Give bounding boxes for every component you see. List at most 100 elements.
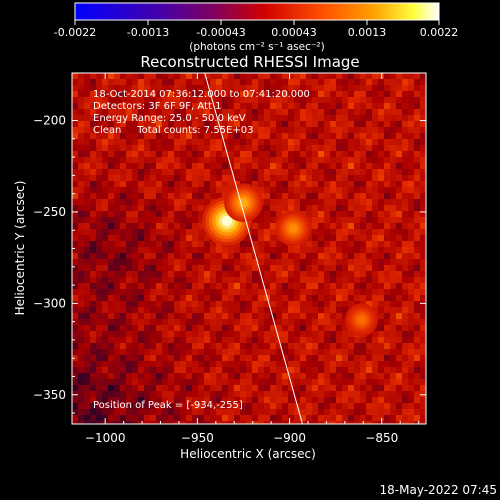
image-pixel xyxy=(192,115,198,121)
image-pixel xyxy=(168,409,174,415)
image-pixel xyxy=(318,121,324,127)
colorbar-tick-label: -0.0013 xyxy=(127,26,169,39)
image-pixel xyxy=(168,325,174,331)
image-pixel xyxy=(234,181,240,187)
image-pixel xyxy=(258,373,264,379)
image-pixel xyxy=(204,121,210,127)
image-pixel xyxy=(156,115,162,121)
image-pixel xyxy=(282,103,288,109)
image-pixel xyxy=(186,373,192,379)
image-pixel xyxy=(408,217,414,223)
image-pixel xyxy=(168,349,174,355)
image-pixel xyxy=(174,379,180,385)
image-pixel xyxy=(216,115,222,121)
image-pixel xyxy=(252,307,258,313)
image-pixel xyxy=(192,253,198,259)
image-pixel xyxy=(306,157,312,163)
image-pixel xyxy=(240,373,246,379)
image-pixel xyxy=(270,109,276,115)
image-pixel xyxy=(240,295,246,301)
image-pixel xyxy=(168,85,174,91)
image-pixel xyxy=(114,319,120,325)
image-pixel xyxy=(198,247,204,253)
image-pixel xyxy=(192,241,198,247)
image-pixel xyxy=(168,247,174,253)
image-pixel xyxy=(264,301,270,307)
image-pixel xyxy=(162,367,168,373)
image-pixel xyxy=(336,157,342,163)
image-pixel xyxy=(72,403,78,409)
image-pixel xyxy=(180,421,186,424)
image-pixel xyxy=(348,415,354,421)
image-pixel xyxy=(366,421,372,424)
image-pixel xyxy=(78,145,84,151)
image-pixel xyxy=(258,391,264,397)
image-pixel xyxy=(414,91,420,97)
image-pixel xyxy=(198,307,204,313)
image-pixel xyxy=(384,313,390,319)
image-pixel xyxy=(264,397,270,403)
image-pixel xyxy=(162,217,168,223)
image-pixel xyxy=(162,199,168,205)
image-pixel xyxy=(156,337,162,343)
image-pixel xyxy=(276,319,282,325)
image-pixel xyxy=(228,301,234,307)
image-pixel xyxy=(174,385,180,391)
image-pixel xyxy=(252,97,258,103)
image-pixel xyxy=(162,337,168,343)
image-pixel xyxy=(222,187,228,193)
image-pixel xyxy=(354,223,360,229)
image-pixel xyxy=(318,217,324,223)
image-pixel xyxy=(330,169,336,175)
image-pixel xyxy=(282,385,288,391)
image-pixel xyxy=(360,157,366,163)
image-pixel xyxy=(366,181,372,187)
image-pixel xyxy=(138,97,144,103)
image-pixel xyxy=(102,235,108,241)
image-pixel xyxy=(222,277,228,283)
image-pixel xyxy=(270,355,276,361)
image-pixel xyxy=(342,283,348,289)
image-pixel xyxy=(264,271,270,277)
image-pixel xyxy=(90,139,96,145)
image-pixel xyxy=(324,403,330,409)
image-pixel xyxy=(270,403,276,409)
image-pixel xyxy=(120,325,126,331)
image-pixel xyxy=(348,91,354,97)
image-pixel xyxy=(198,157,204,163)
image-pixel xyxy=(78,163,84,169)
image-pixel xyxy=(330,145,336,151)
image-pixel xyxy=(420,415,426,421)
image-pixel xyxy=(222,265,228,271)
image-pixel xyxy=(132,355,138,361)
image-pixel xyxy=(138,139,144,145)
image-pixel xyxy=(192,397,198,403)
image-pixel xyxy=(384,421,390,424)
image-pixel xyxy=(228,259,234,265)
image-pixel xyxy=(180,109,186,115)
image-pixel xyxy=(78,121,84,127)
image-pixel xyxy=(90,151,96,157)
image-pixel xyxy=(180,199,186,205)
image-pixel xyxy=(192,289,198,295)
image-pixel xyxy=(162,223,168,229)
image-pixel xyxy=(384,277,390,283)
image-pixel xyxy=(366,385,372,391)
image-pixel xyxy=(204,301,210,307)
image-pixel xyxy=(186,97,192,103)
image-pixel xyxy=(216,175,222,181)
image-pixel xyxy=(90,121,96,127)
image-pixel xyxy=(234,121,240,127)
image-pixel xyxy=(390,331,396,337)
image-pixel xyxy=(264,265,270,271)
image-pixel xyxy=(312,235,318,241)
image-pixel xyxy=(78,229,84,235)
image-pixel xyxy=(180,97,186,103)
image-pixel xyxy=(318,379,324,385)
image-pixel xyxy=(144,229,150,235)
image-pixel xyxy=(84,325,90,331)
image-pixel xyxy=(246,301,252,307)
image-pixel xyxy=(342,379,348,385)
image-pixel xyxy=(102,169,108,175)
image-pixel xyxy=(222,271,228,277)
